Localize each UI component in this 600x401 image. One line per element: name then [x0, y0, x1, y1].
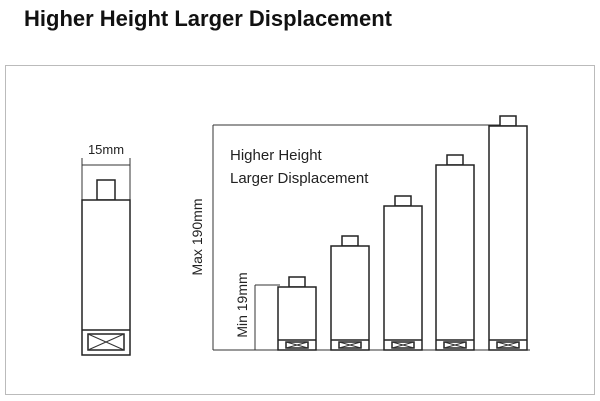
width-label: 15mm: [88, 142, 124, 157]
cylinder-cross: [87, 333, 125, 351]
cylinder-cross: [338, 341, 362, 349]
max-label: Max 190mm: [189, 198, 205, 275]
cylinder-cap: [96, 179, 116, 201]
frame: [5, 65, 595, 395]
title: Higher Height Larger Displacement: [24, 6, 392, 31]
min-label: Min 19mm: [234, 272, 250, 337]
cylinder-cap: [446, 154, 464, 166]
cylinder-body: [81, 199, 131, 356]
cylinder-body: [488, 125, 528, 351]
cylinder-cross: [285, 341, 309, 349]
cylinder-cross: [391, 341, 415, 349]
cylinder-body: [383, 205, 423, 351]
cylinder-cap: [341, 235, 359, 247]
cylinder-cap: [394, 195, 412, 207]
cylinder-cap: [499, 115, 517, 127]
cylinder-body: [330, 245, 370, 351]
cylinder-cap: [288, 276, 306, 288]
cylinder-cross: [496, 341, 520, 349]
caption-line: Higher Height: [230, 147, 323, 164]
cylinder-body: [435, 164, 475, 351]
caption-line: Larger Displacement: [230, 170, 369, 187]
cylinder-cross: [443, 341, 467, 349]
